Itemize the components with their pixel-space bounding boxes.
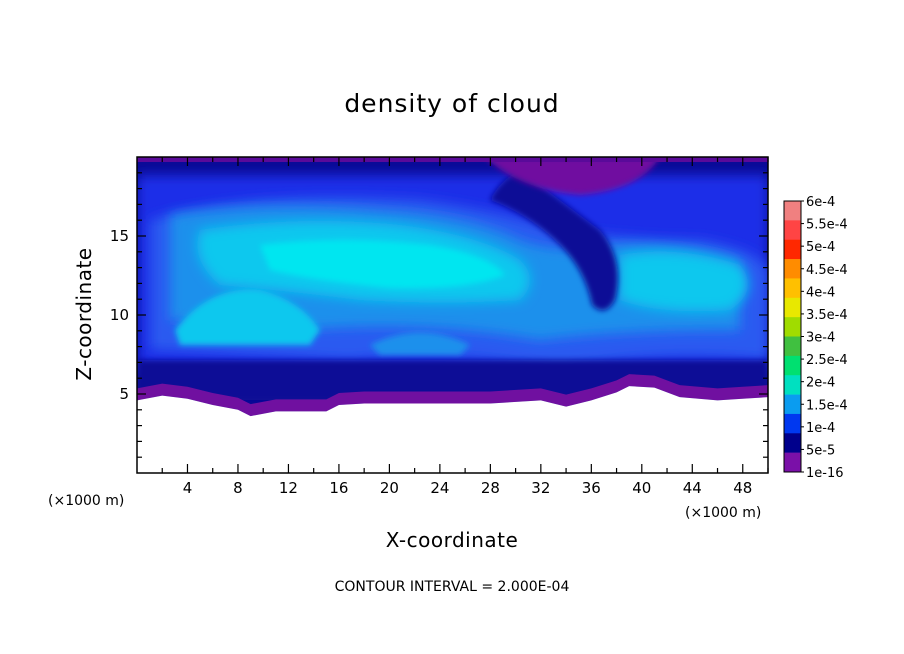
- x-axis-label: X-coordinate: [386, 528, 519, 552]
- colorbar-swatch: [784, 433, 801, 453]
- y-tick-label: 15: [110, 227, 129, 245]
- colorbar-swatch: [784, 239, 801, 260]
- x-tick-label: 28: [481, 479, 500, 497]
- field-top-purple: [485, 157, 660, 195]
- x-tick-label: 16: [329, 479, 348, 497]
- x-tick-label: 4: [183, 479, 193, 497]
- x-unit-left: (×1000 m): [48, 493, 124, 509]
- field-dark-swirl: [490, 170, 618, 311]
- colorbar-label: 1e-4: [806, 421, 835, 436]
- colorbar-swatch: [784, 336, 801, 357]
- colorbar-swatch: [784, 394, 801, 415]
- colorbar-label: 4.5e-4: [806, 263, 848, 278]
- field-purple-band: [137, 374, 768, 417]
- x-tick-label: 40: [632, 479, 651, 497]
- y-axis-label: Z-coordinate: [72, 247, 96, 380]
- x-tick-label: 8: [233, 479, 243, 497]
- colorbar-label: 3.5e-4: [806, 308, 848, 323]
- colorbar-swatch: [784, 220, 801, 241]
- contour-field: [137, 157, 768, 473]
- y-tick-label: 5: [119, 385, 129, 403]
- colorbar-label: 5.5e-4: [806, 218, 848, 233]
- contour-interval-note: CONTOUR INTERVAL = 2.000E-04: [335, 579, 570, 595]
- colorbar-swatch: [784, 297, 801, 318]
- x-tick-label: 44: [683, 479, 702, 497]
- colorbar-swatch: [784, 452, 801, 473]
- x-tick-label: 20: [380, 479, 399, 497]
- field-no-cloud-region: [137, 386, 768, 473]
- y-tick-label: 10: [110, 306, 129, 324]
- colorbar-label: 2e-4: [806, 376, 835, 391]
- colorbar: 6e-4 5.5e-4 5e-4 4.5e-4 4e-4 3.5e-4 3e-4 2.5e-4…: [783, 195, 848, 481]
- x-tick-label: 24: [430, 479, 449, 497]
- colorbar-label: 5e-4: [806, 240, 835, 255]
- colorbar-label: 1.5e-4: [806, 398, 848, 413]
- colorbar-swatch: [784, 413, 801, 434]
- field-cyan-right: [620, 251, 748, 312]
- colorbar-label: 2.5e-4: [806, 353, 848, 368]
- colorbar-swatch: [784, 375, 801, 395]
- x-tick-label: 12: [279, 479, 298, 497]
- colorbar-swatch: [784, 317, 801, 337]
- colorbar-label: 1e-16: [806, 466, 844, 481]
- colorbar-swatch: [784, 259, 801, 279]
- colorbar-swatch: [784, 278, 801, 299]
- field-dome-mid: [370, 332, 470, 355]
- colorbar-swatch: [784, 201, 801, 221]
- colorbar-label: 4e-4: [806, 285, 835, 300]
- chart-title: density of cloud: [344, 89, 559, 118]
- field-cyan-center: [260, 240, 505, 289]
- x-unit-right: (×1000 m): [685, 505, 761, 521]
- colorbar-label: 3e-4: [806, 331, 835, 346]
- colorbar-label: 5e-5: [806, 443, 835, 458]
- x-tick-label: 48: [733, 479, 752, 497]
- y-axis: 5 10 15: [110, 172, 768, 458]
- x-tick-label: 36: [582, 479, 601, 497]
- colorbar-label: 6e-4: [806, 195, 835, 210]
- field-dome-left: [175, 289, 320, 345]
- x-tick-label: 32: [531, 479, 550, 497]
- field-top-purple-strip: [137, 157, 768, 162]
- colorbar-swatch: [784, 355, 801, 376]
- x-axis: 4 8 12 16 20 24 28 32 36 40 44 48: [161, 157, 769, 497]
